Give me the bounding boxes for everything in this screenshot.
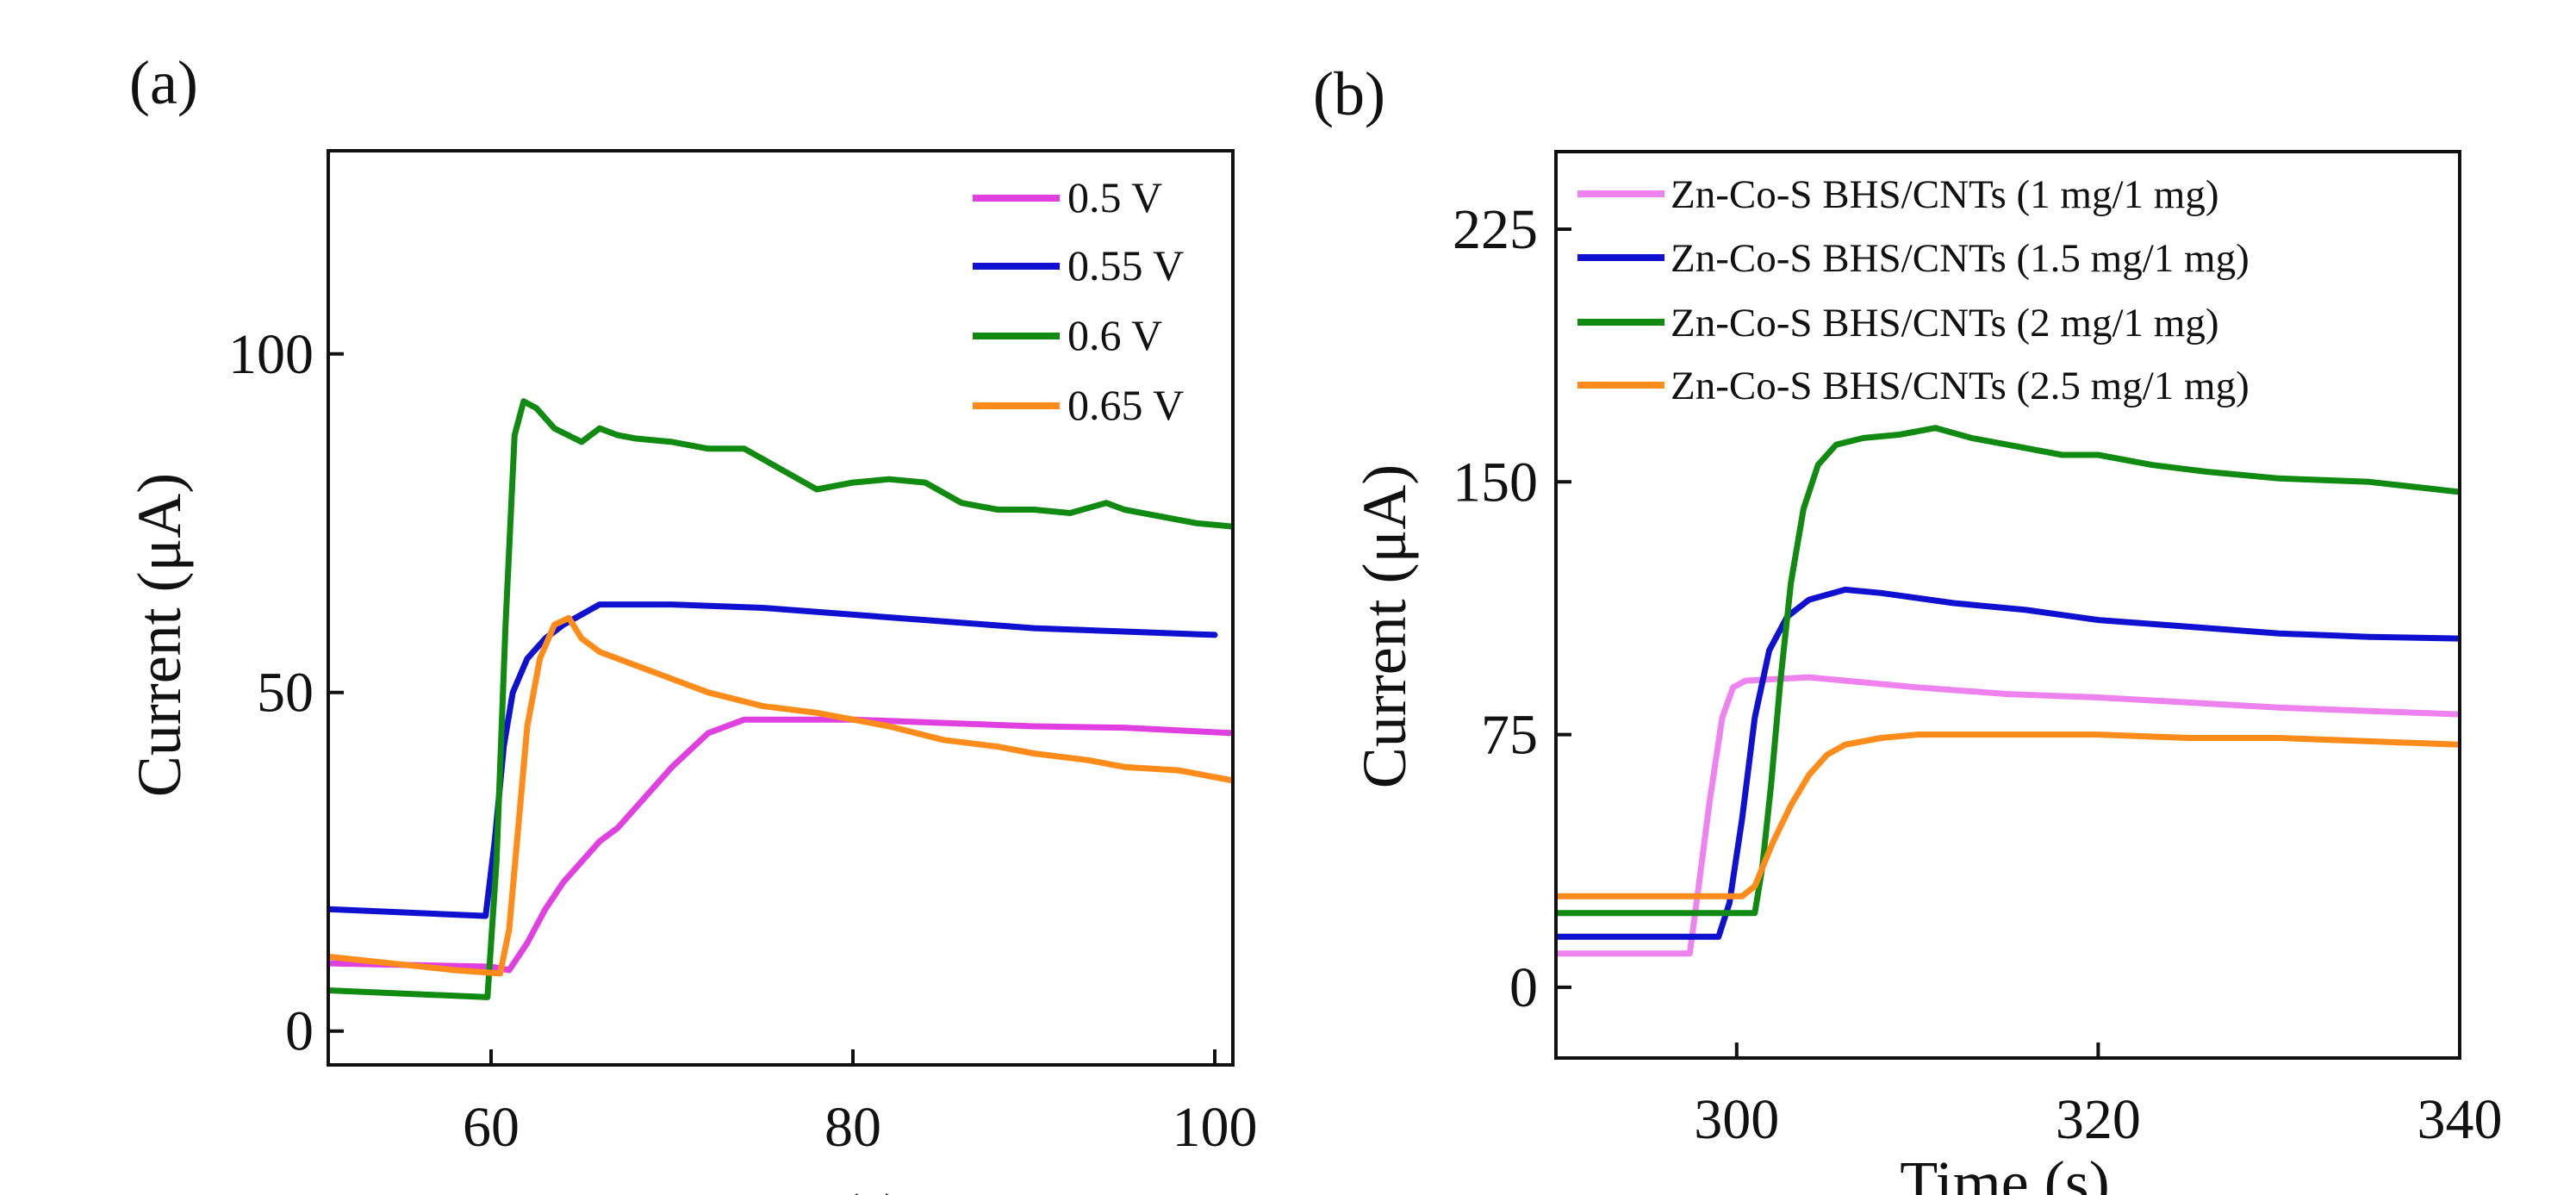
y-tick-label: 75 — [1481, 704, 1538, 767]
y-tick-label: 225 — [1453, 198, 1538, 261]
series-group — [328, 398, 1233, 1000]
series-line-1 — [1556, 586, 2460, 940]
legend: Zn-Co-S BHS/CNTs (1 mg/1 mg) Zn-Co-S BHS/… — [1577, 172, 2249, 408]
legend-label-2: 0.6 V — [1067, 311, 1162, 359]
plot-frame — [327, 149, 1235, 1067]
x-tick-label: 340 — [2417, 1088, 2503, 1151]
y-axis-title: Current (μA) — [125, 473, 194, 798]
legend-label-2: Zn-Co-S BHS/CNTs (2 mg/1 mg) — [1671, 301, 2218, 345]
series-line-0 — [328, 716, 1233, 974]
panel-label: (b) — [1313, 59, 1385, 128]
y-tick-label: 50 — [257, 662, 314, 725]
plot-frame — [1554, 150, 2461, 1060]
panel-label: (a) — [129, 48, 198, 117]
x-tick-label: 320 — [2056, 1088, 2141, 1151]
y-tick-label: 100 — [228, 323, 314, 386]
panel-b: (b) 300 320 340 0 75 150 225 Time (s) Current (μA… — [1313, 59, 2503, 1195]
y-axis-title: Current (μA) — [1350, 464, 1419, 789]
series-line-3 — [328, 614, 1233, 977]
y-tick-label: 150 — [1453, 451, 1538, 513]
series-line-2 — [328, 398, 1233, 1000]
x-tick-label: 60 — [463, 1096, 520, 1159]
y-tick-label: 0 — [285, 1000, 314, 1063]
x-tick-label: 100 — [1173, 1096, 1258, 1159]
series-group — [1556, 425, 2460, 957]
legend-label-3: 0.65 V — [1067, 381, 1184, 429]
legend-label-0: Zn-Co-S BHS/CNTs (1 mg/1 mg) — [1671, 172, 2218, 217]
series-line-3 — [1556, 731, 2460, 899]
x-tick-label: 80 — [824, 1096, 881, 1159]
legend-label-0: 0.5 V — [1067, 173, 1162, 221]
y-tick-label: 0 — [1509, 956, 1538, 1019]
series-line-0 — [1556, 674, 2460, 957]
x-axis-title: Time (s) — [1900, 1148, 2109, 1195]
legend-label-1: 0.55 V — [1067, 241, 1184, 289]
legend-label-1: Zn-Co-S BHS/CNTs (1.5 mg/1 mg) — [1671, 236, 2249, 281]
x-axis-title: Time (s) — [694, 1181, 904, 1195]
panel-a: (a) 60 80 100 0 50 100 Time (s) Current (μA) 0.5 … — [125, 48, 1258, 1195]
legend: 0.5 V 0.55 V 0.6 V 0.65 V — [973, 173, 1184, 429]
x-tick-label: 300 — [1694, 1088, 1779, 1151]
series-line-2 — [1556, 425, 2460, 917]
legend-label-3: Zn-Co-S BHS/CNTs (2.5 mg/1 mg) — [1671, 364, 2249, 408]
